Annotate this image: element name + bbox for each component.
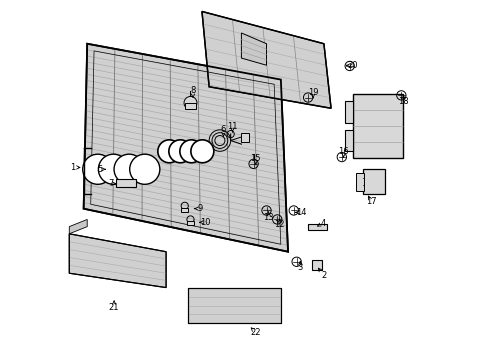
Polygon shape xyxy=(69,234,166,288)
Bar xyxy=(116,179,136,187)
Circle shape xyxy=(158,140,181,163)
Bar xyxy=(241,134,248,142)
Text: 18: 18 xyxy=(398,96,409,105)
Circle shape xyxy=(180,140,203,163)
Polygon shape xyxy=(188,288,281,323)
Text: 14: 14 xyxy=(296,208,307,217)
Circle shape xyxy=(169,140,192,163)
Text: 8: 8 xyxy=(190,86,196,95)
Text: 21: 21 xyxy=(109,303,120,312)
Text: 10: 10 xyxy=(200,218,211,227)
Bar xyxy=(313,260,322,270)
Circle shape xyxy=(130,154,160,184)
Text: 4: 4 xyxy=(320,219,326,228)
Text: 11: 11 xyxy=(227,122,238,131)
Circle shape xyxy=(184,96,197,109)
Text: 22: 22 xyxy=(250,328,261,337)
Text: 1: 1 xyxy=(70,163,75,172)
Text: 5: 5 xyxy=(97,165,102,174)
Text: 7: 7 xyxy=(108,179,113,188)
Bar xyxy=(181,208,188,212)
Bar xyxy=(187,221,195,225)
Text: 19: 19 xyxy=(308,87,319,96)
Circle shape xyxy=(98,154,128,184)
Bar xyxy=(186,103,196,109)
Text: 3: 3 xyxy=(297,264,303,273)
Polygon shape xyxy=(242,33,267,65)
Bar xyxy=(345,101,353,123)
Text: 20: 20 xyxy=(347,61,358,70)
Bar xyxy=(308,224,327,230)
Text: 9: 9 xyxy=(197,204,203,213)
Polygon shape xyxy=(84,44,288,252)
Polygon shape xyxy=(69,220,87,234)
Text: 2: 2 xyxy=(321,270,326,279)
Circle shape xyxy=(191,140,214,163)
Bar xyxy=(356,173,364,191)
Text: 13: 13 xyxy=(263,213,274,222)
Text: 17: 17 xyxy=(366,197,376,206)
Text: 6: 6 xyxy=(221,125,226,134)
Text: 16: 16 xyxy=(338,147,349,156)
Circle shape xyxy=(114,154,144,184)
Text: 15: 15 xyxy=(250,154,261,163)
Text: 12: 12 xyxy=(274,220,285,229)
Bar xyxy=(353,94,403,158)
Circle shape xyxy=(83,154,113,184)
Bar xyxy=(345,130,353,151)
Polygon shape xyxy=(202,12,331,108)
Bar xyxy=(364,169,385,194)
